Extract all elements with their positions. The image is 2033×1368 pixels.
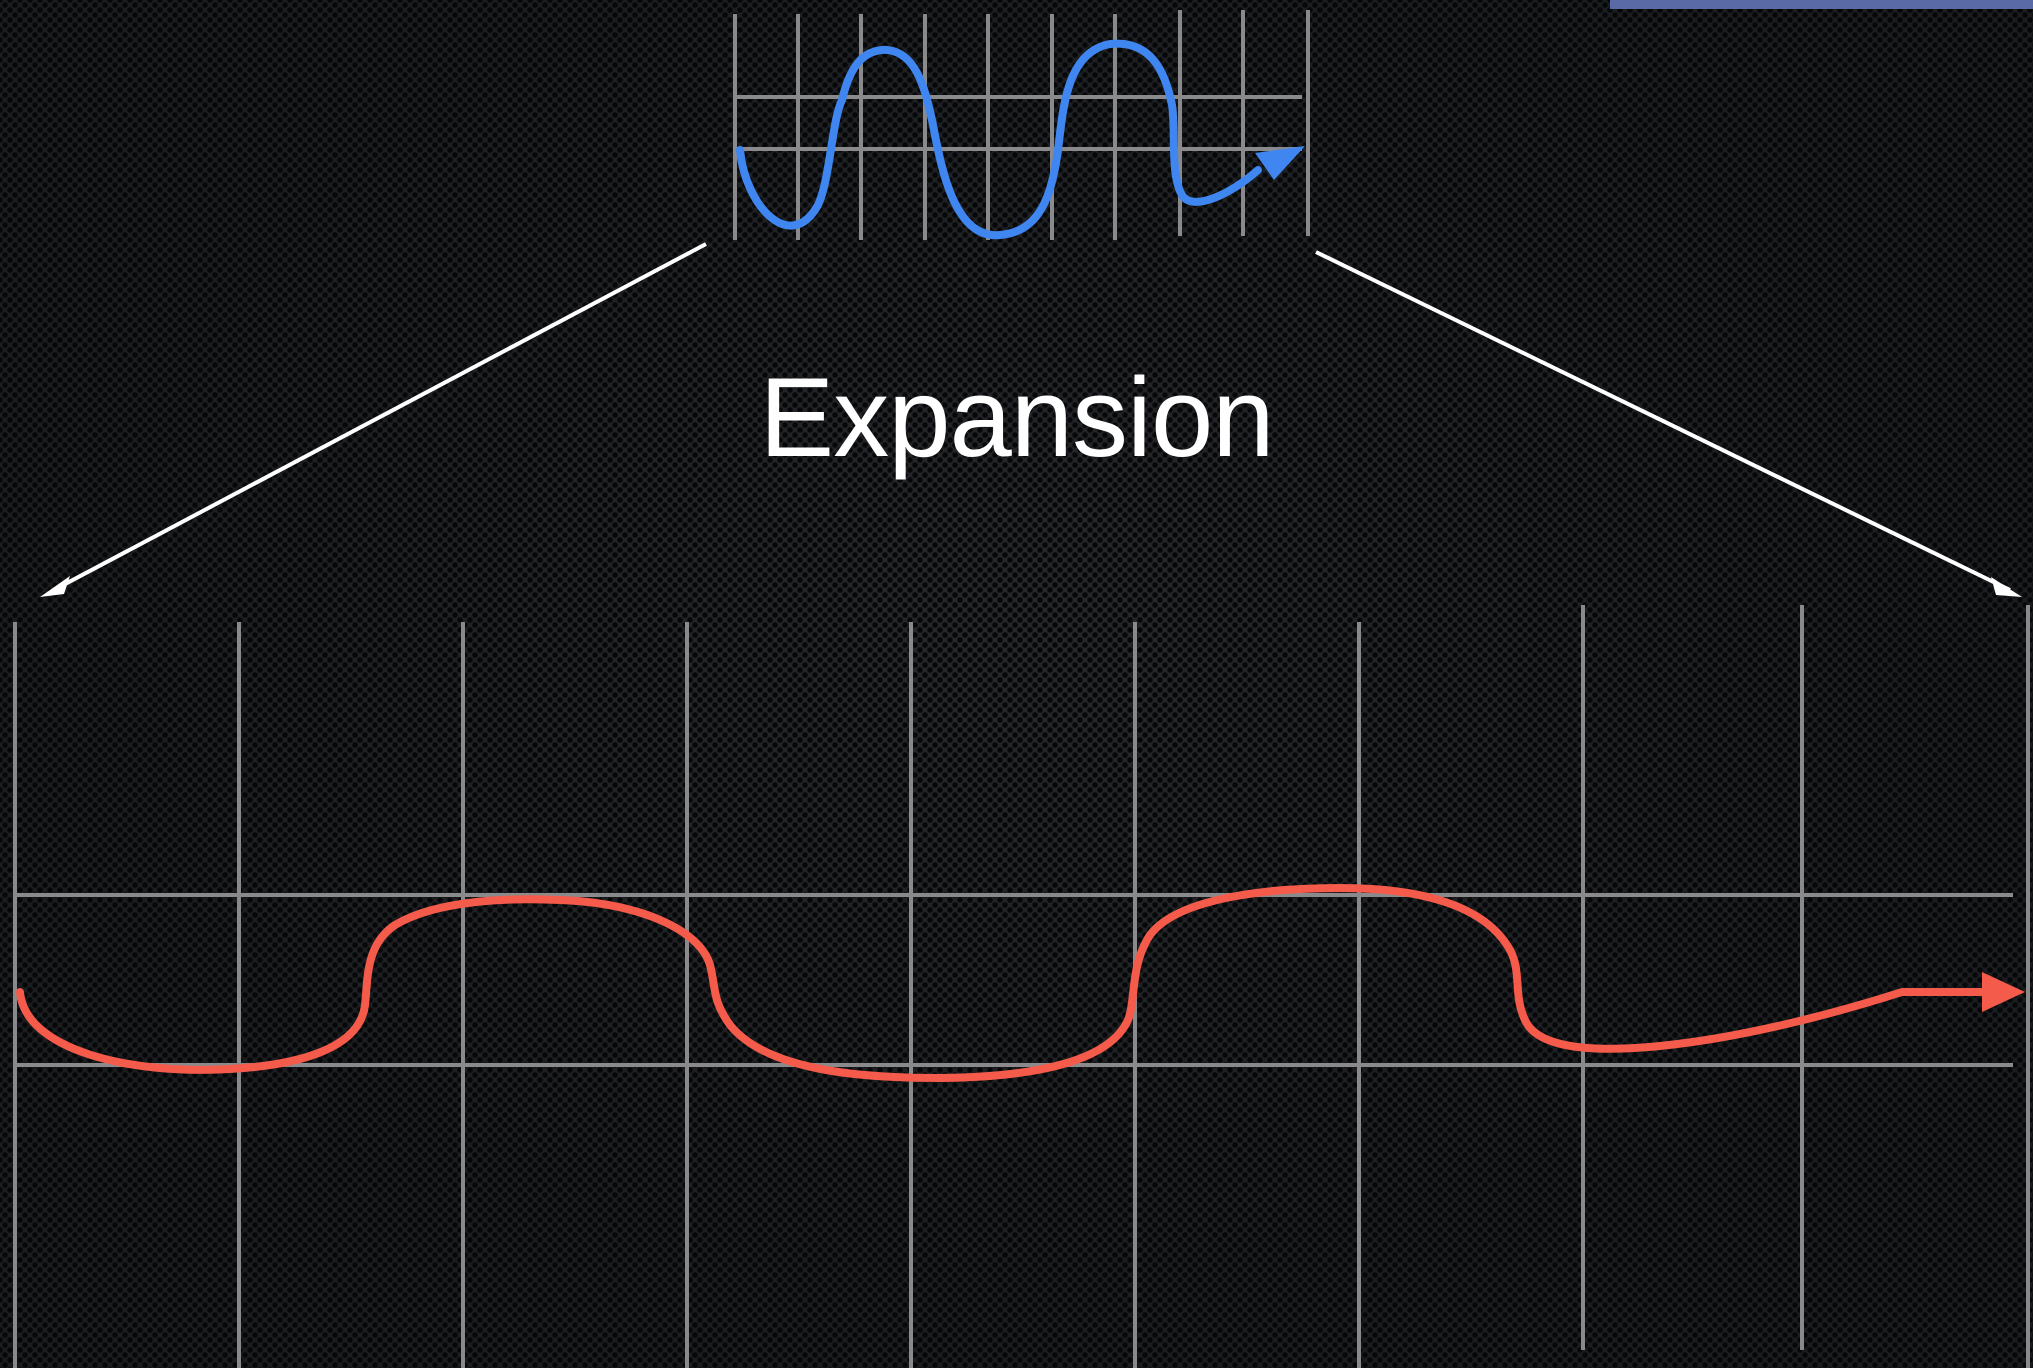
arrow-head-icon <box>40 576 70 597</box>
compressed-wave-line <box>736 39 1262 240</box>
corner-tab <box>1610 0 2033 9</box>
expansion-arrow-right <box>1315 250 2011 592</box>
diagram-title: Expansion <box>759 355 1274 480</box>
expansion-arrows <box>51 242 2011 593</box>
expansion-arrow-left <box>51 242 707 593</box>
expanded-grid <box>13 605 2030 1368</box>
expanded-wave <box>16 884 2025 1082</box>
compressed-wave <box>736 39 1305 240</box>
expanded-wave-line <box>16 884 1989 1082</box>
arrow-head-icon <box>1982 972 2025 1012</box>
arrow-head-icon <box>1255 146 1305 180</box>
arrow-head-icon <box>1991 577 2022 597</box>
compressed-grid <box>733 10 1310 240</box>
